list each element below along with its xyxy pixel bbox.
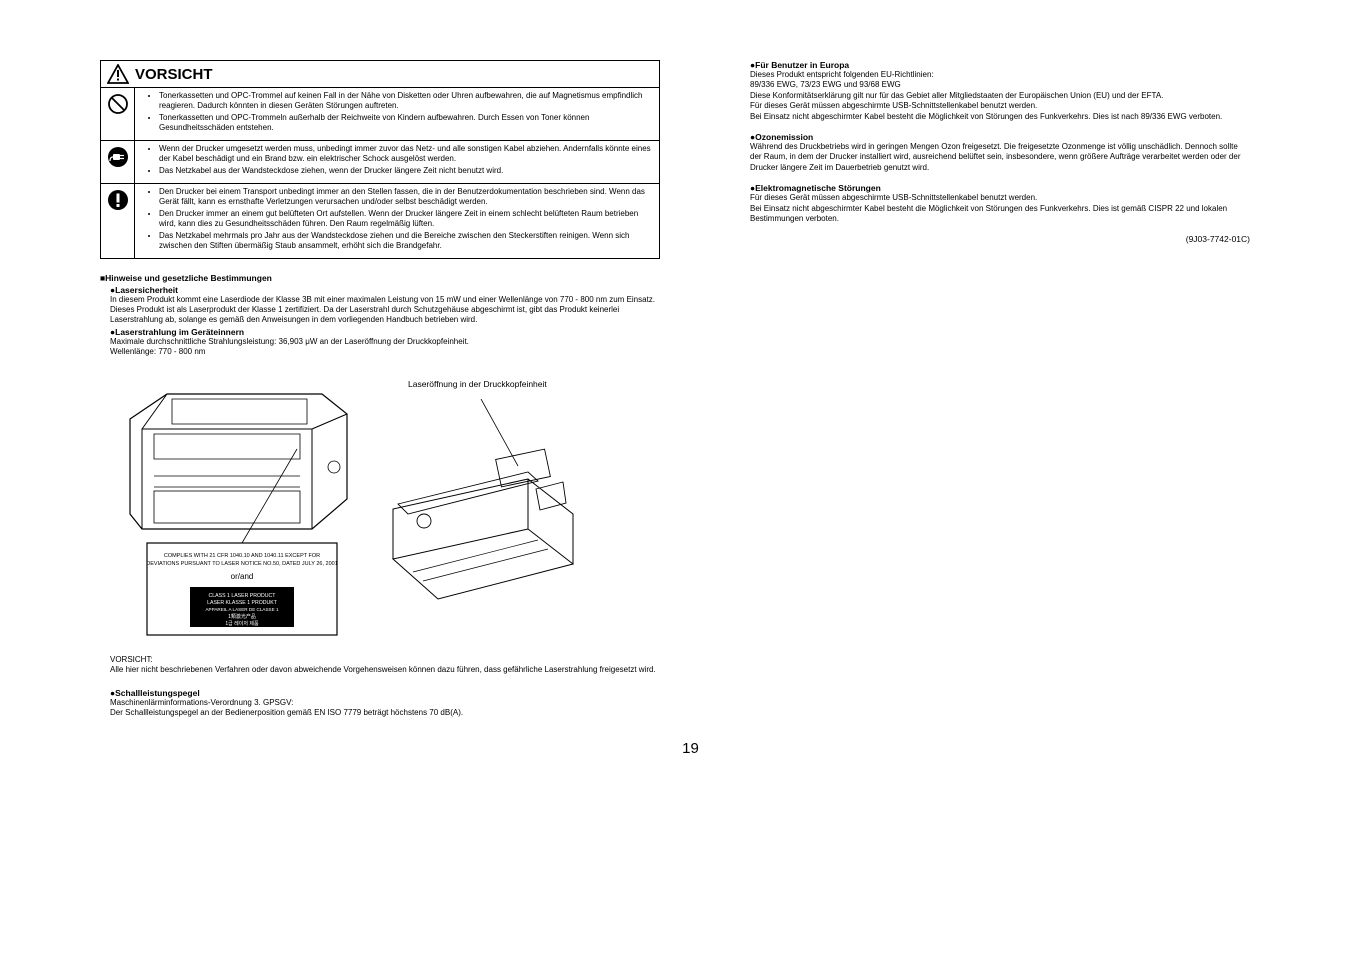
svg-text:APPAREIL A LASER DE CLASSE 1: APPAREIL A LASER DE CLASSE 1 [205,607,278,612]
laser-internal-p1: Maximale durchschnittliche Strahlungslei… [110,337,660,347]
laser-internal-p2: Wellenlänge: 770 - 800 nm [110,347,660,357]
prohibit-icon [107,93,129,115]
eu-title: ●Für Benutzer in Europa [750,60,1250,70]
schall-p1: Maschinenlärminformations-Verordnung 3. … [110,698,660,708]
ozone-p: Während des Druckbetriebs wird in gering… [750,142,1250,173]
doc-code: (9J03-7742-01C) [750,234,1250,244]
laser-safety-title: ●Lasersicherheit [110,285,660,295]
em-p: Für dieses Gerät müssen abgeschirmte USB… [750,193,1250,203]
svg-text:CLASS 1 LASER PRODUCT: CLASS 1 LASER PRODUCT [209,593,277,599]
printhead-illustration [378,399,588,619]
caution-item: Tonerkassetten und OPC-Trommel auf keine… [159,91,653,111]
eu-p: Dieses Produkt entspricht folgenden EU-R… [750,70,1250,80]
caution-item: Den Drucker immer an einem gut belüftete… [159,209,653,229]
caution-item: Das Netzkabel mehrmals pro Jahr aus der … [159,231,653,251]
head-caption: Laseröffnung in der Druckkopfeinheit [408,379,588,389]
caution-header: VORSICHT [101,61,659,88]
eu-p: 89/336 EWG, 73/23 EWG und 93/68 EWG [750,80,1250,90]
eu-p: Bei Einsatz nicht abgeschirmter Kabel be… [750,112,1250,122]
caution-box: VORSICHT Tonerkassetten und OPC-Trommel … [100,60,660,259]
warning-icon [107,64,129,84]
caution-item: Wenn der Drucker umgesetzt werden muss, … [159,144,653,164]
laser-internal-title: ●Laserstrahlung im Geräteinnern [110,327,660,337]
unplug-icon [107,146,129,168]
svg-text:1급 레이저 제품: 1급 레이저 제품 [225,620,259,627]
schall-p2: Der Schallleistungspegel an der Bediener… [110,708,660,718]
em-p: Bei Einsatz nicht abgeschirmter Kabel be… [750,204,1250,225]
ozone-title: ●Ozonemission [750,132,1250,142]
caution-title: VORSICHT [135,66,213,83]
caution-item: Tonerkassetten und OPC-Trommeln außerhal… [159,113,653,133]
printer-illustration: COMPLIES WITH 21 CFR 1040.10 AND 1040.11… [112,379,360,639]
svg-text:DEVIATIONS PURSUANT TO LASER N: DEVIATIONS PURSUANT TO LASER NOTICE NO.5… [146,561,338,567]
caution-item: Das Netzkabel aus der Wandsteckdose zieh… [159,166,653,176]
mandatory-icon [107,189,129,211]
laser-safety-p1: In diesem Produkt kommt eine Laserdiode … [110,295,660,305]
orand-label: or/and [231,572,254,581]
caution-item: Den Drucker bei einem Transport unbeding… [159,187,653,207]
eu-p: Diese Konformitätserklärung gilt nur für… [750,91,1250,101]
svg-text:1類激光产品: 1類激光产品 [228,613,256,620]
eu-p: Für dieses Gerät müssen abgeschirmte USB… [750,101,1250,111]
vorsicht-note-text: Alle hier nicht beschriebenen Verfahren … [110,665,660,675]
page-number: 19 [100,740,1281,757]
hints-header: ■Hinweise und gesetzliche Bestimmungen [100,273,660,283]
figures: COMPLIES WITH 21 CFR 1040.10 AND 1040.11… [112,379,660,641]
caution-row-2: Wenn der Drucker umgesetzt werden muss, … [101,141,659,184]
compliance-text: COMPLIES WITH 21 CFR 1040.10 AND 1040.11… [164,553,320,559]
laser-safety-p2: Dieses Produkt ist als Laserprodukt der … [110,305,660,325]
schall-title: ●Schallleistungspegel [110,688,660,698]
vorsicht-note-title: VORSICHT: [110,655,660,665]
em-title: ●Elektromagnetische Störungen [750,183,1250,193]
caution-row-3: Den Drucker bei einem Transport unbeding… [101,184,659,258]
svg-text:LASER KLASSE 1 PRODUKT: LASER KLASSE 1 PRODUKT [207,600,278,606]
caution-row-1: Tonerkassetten und OPC-Trommel auf keine… [101,88,659,141]
